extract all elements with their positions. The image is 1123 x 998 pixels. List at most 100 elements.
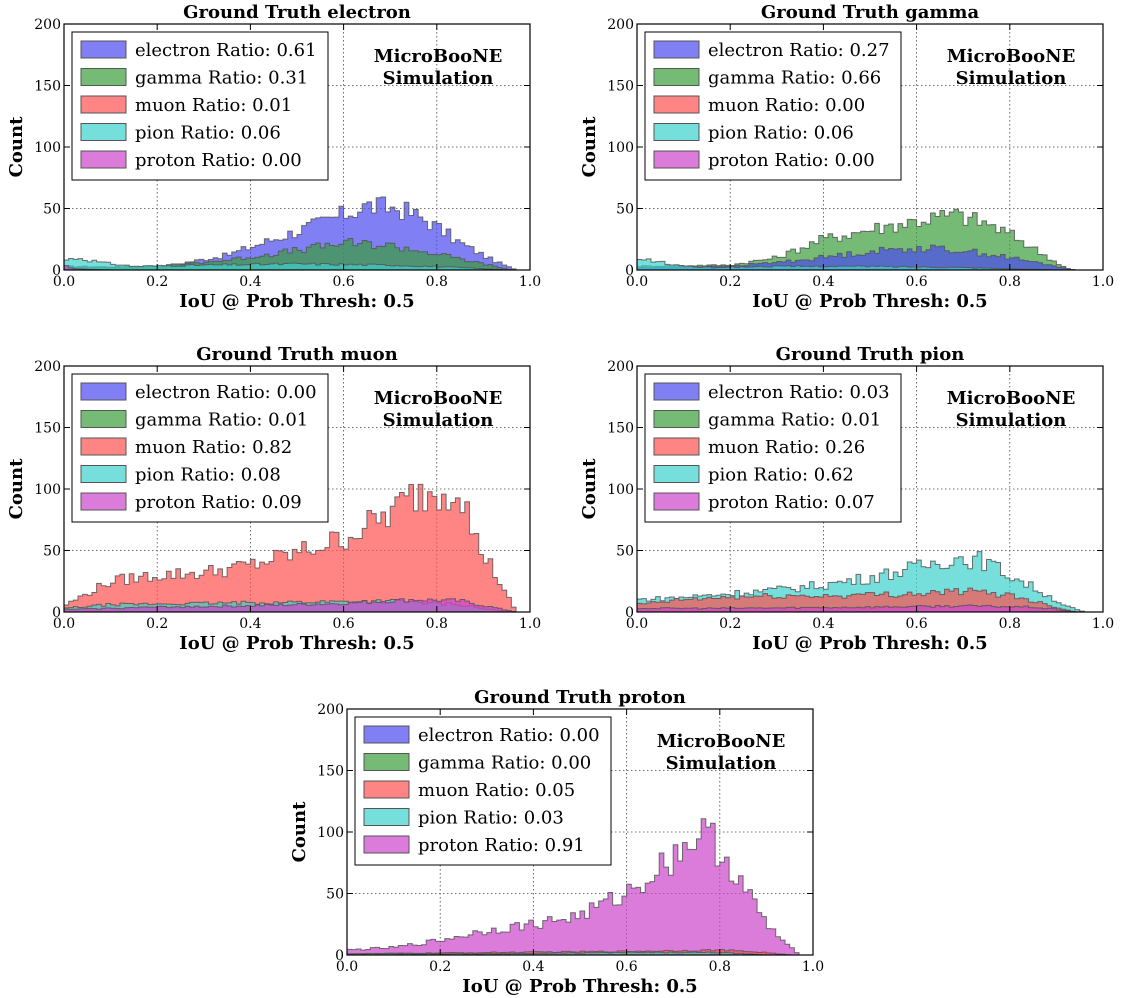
y-tick-label: 0 [52,605,61,621]
watermark-label: Simulation [956,68,1067,89]
y-tick-label: 150 [34,421,61,437]
y-tick-label: 200 [607,359,634,375]
legend-label-muon: muon Ratio: 0.05 [418,780,575,801]
legend-swatch-muon [363,780,410,799]
legend-swatch-muon [80,437,127,456]
chart-title: Ground Truth pion [776,344,965,365]
y-tick-label: 150 [607,421,634,437]
legend-label-proton: proton Ratio: 0.91 [418,835,585,856]
x-tick-label: 0.8 [999,274,1021,290]
legend: electron Ratio: 0.61 gamma Ratio: 0.31 muo… [71,31,329,181]
y-tick-label: 200 [607,17,634,33]
x-tick-label: 0.8 [709,959,731,975]
x-tick-label: 0.0 [53,616,75,632]
histogram-pion [63,257,530,271]
legend-label-electron: electron Ratio: 0.61 [135,40,317,61]
x-tick-label: 0.6 [615,959,637,975]
y-tick-label: 50 [616,202,634,218]
legend-label-muon: muon Ratio: 0.82 [135,437,292,458]
legend-swatch-pion [363,808,410,826]
y-tick-label: 150 [34,79,61,95]
y-tick-label: 50 [43,202,61,218]
y-axis-label: Count [579,116,600,178]
legend-label-muon: muon Ratio: 0.00 [708,95,865,116]
legend-label-proton: proton Ratio: 0.07 [708,492,875,513]
y-tick-label: 100 [34,482,61,498]
x-tick-label: 1.0 [519,274,541,290]
legend-swatch-electron [80,382,127,401]
histogram-electron [636,244,1103,271]
x-tick-label: 0.8 [426,274,448,290]
legend-swatch-electron [363,725,410,744]
legend-label-electron: electron Ratio: 0.00 [418,725,600,746]
legend: electron Ratio: 0.00 gamma Ratio: 0.01 muo… [71,373,329,523]
legend-label-pion: pion Ratio: 0.03 [418,808,564,829]
chart-title: Ground Truth proton [474,687,686,708]
legend-swatch-gamma [653,68,700,86]
legend-label-electron: electron Ratio: 0.03 [708,382,890,403]
legend-swatch-gamma [80,410,127,428]
legend-swatch-muon [653,437,700,456]
x-tick-label: 0.6 [905,616,927,632]
x-tick-label: 0.2 [146,274,168,290]
y-tick-label: 50 [616,544,634,560]
legend-label-proton: proton Ratio: 0.00 [708,150,875,171]
legend-label-proton: proton Ratio: 0.09 [135,492,302,513]
watermark-label: MicroBooNE [374,46,503,67]
y-tick-label: 100 [607,140,634,156]
legend-label-muon: muon Ratio: 0.26 [708,437,865,458]
legend-swatch-gamma [653,410,700,428]
y-axis-label: Count [579,458,600,520]
watermark-label: MicroBooNE [374,388,503,409]
x-tick-label: 0.6 [905,274,927,290]
x-tick-label: 0.4 [812,274,834,290]
y-tick-label: 50 [326,887,344,903]
legend-swatch-proton [80,492,127,511]
legend-label-proton: proton Ratio: 0.00 [135,150,302,171]
legend-swatch-electron [80,40,127,59]
x-axis-label: IoU @ Prob Thresh: 0.5 [179,633,414,654]
legend-label-muon: muon Ratio: 0.01 [135,95,292,116]
legend: electron Ratio: 0.27 gamma Ratio: 0.66 muo… [644,31,902,181]
legend-swatch-electron [653,40,700,59]
legend-swatch-proton [653,150,700,169]
watermark-label: MicroBooNE [947,46,1076,67]
legend-label-gamma: gamma Ratio: 0.31 [135,68,308,89]
y-tick-label: 200 [317,702,344,718]
watermark-label: MicroBooNE [947,388,1076,409]
chart-title: Ground Truth electron [183,2,411,23]
y-tick-label: 0 [625,263,634,279]
legend-swatch-pion [80,465,127,483]
x-axis-label: IoU @ Prob Thresh: 0.5 [462,976,697,997]
legend-label-pion: pion Ratio: 0.08 [135,465,281,486]
legend-label-electron: electron Ratio: 0.00 [135,382,317,403]
x-tick-label: 0.8 [426,616,448,632]
y-tick-label: 50 [43,544,61,560]
y-tick-label: 200 [34,17,61,33]
y-tick-label: 150 [607,79,634,95]
x-tick-label: 0.2 [719,616,741,632]
x-tick-label: 0.6 [332,274,354,290]
legend-swatch-electron [653,382,700,401]
legend-label-electron: electron Ratio: 0.27 [708,40,890,61]
y-tick-label: 100 [34,140,61,156]
x-tick-label: 0.2 [429,959,451,975]
chart-title: Ground Truth muon [196,344,397,365]
legend-swatch-proton [653,492,700,511]
histogram-proton [636,604,1103,613]
panel-electron: 0.0 0.2 0.4 0.6 0.8 1.0 0 50 100 150 200 Ground Tru… [6,2,541,312]
legend-swatch-pion [653,465,700,483]
x-tick-label: 0.0 [626,616,648,632]
panel-muon: 0.0 0.2 0.4 0.6 0.8 1.0 0 50 100 150 200 Ground Tru… [6,344,541,654]
y-tick-label: 200 [34,359,61,375]
watermark-label: Simulation [383,410,494,431]
watermark-label: Simulation [666,753,777,774]
watermark-label: Simulation [383,68,494,89]
y-axis-label: Count [6,458,27,520]
legend-label-gamma: gamma Ratio: 0.01 [708,410,881,431]
legend-swatch-muon [653,95,700,114]
legend-label-pion: pion Ratio: 0.06 [708,123,854,144]
x-tick-label: 0.0 [336,959,358,975]
x-tick-label: 0.6 [332,616,354,632]
x-tick-label: 1.0 [1092,616,1114,632]
